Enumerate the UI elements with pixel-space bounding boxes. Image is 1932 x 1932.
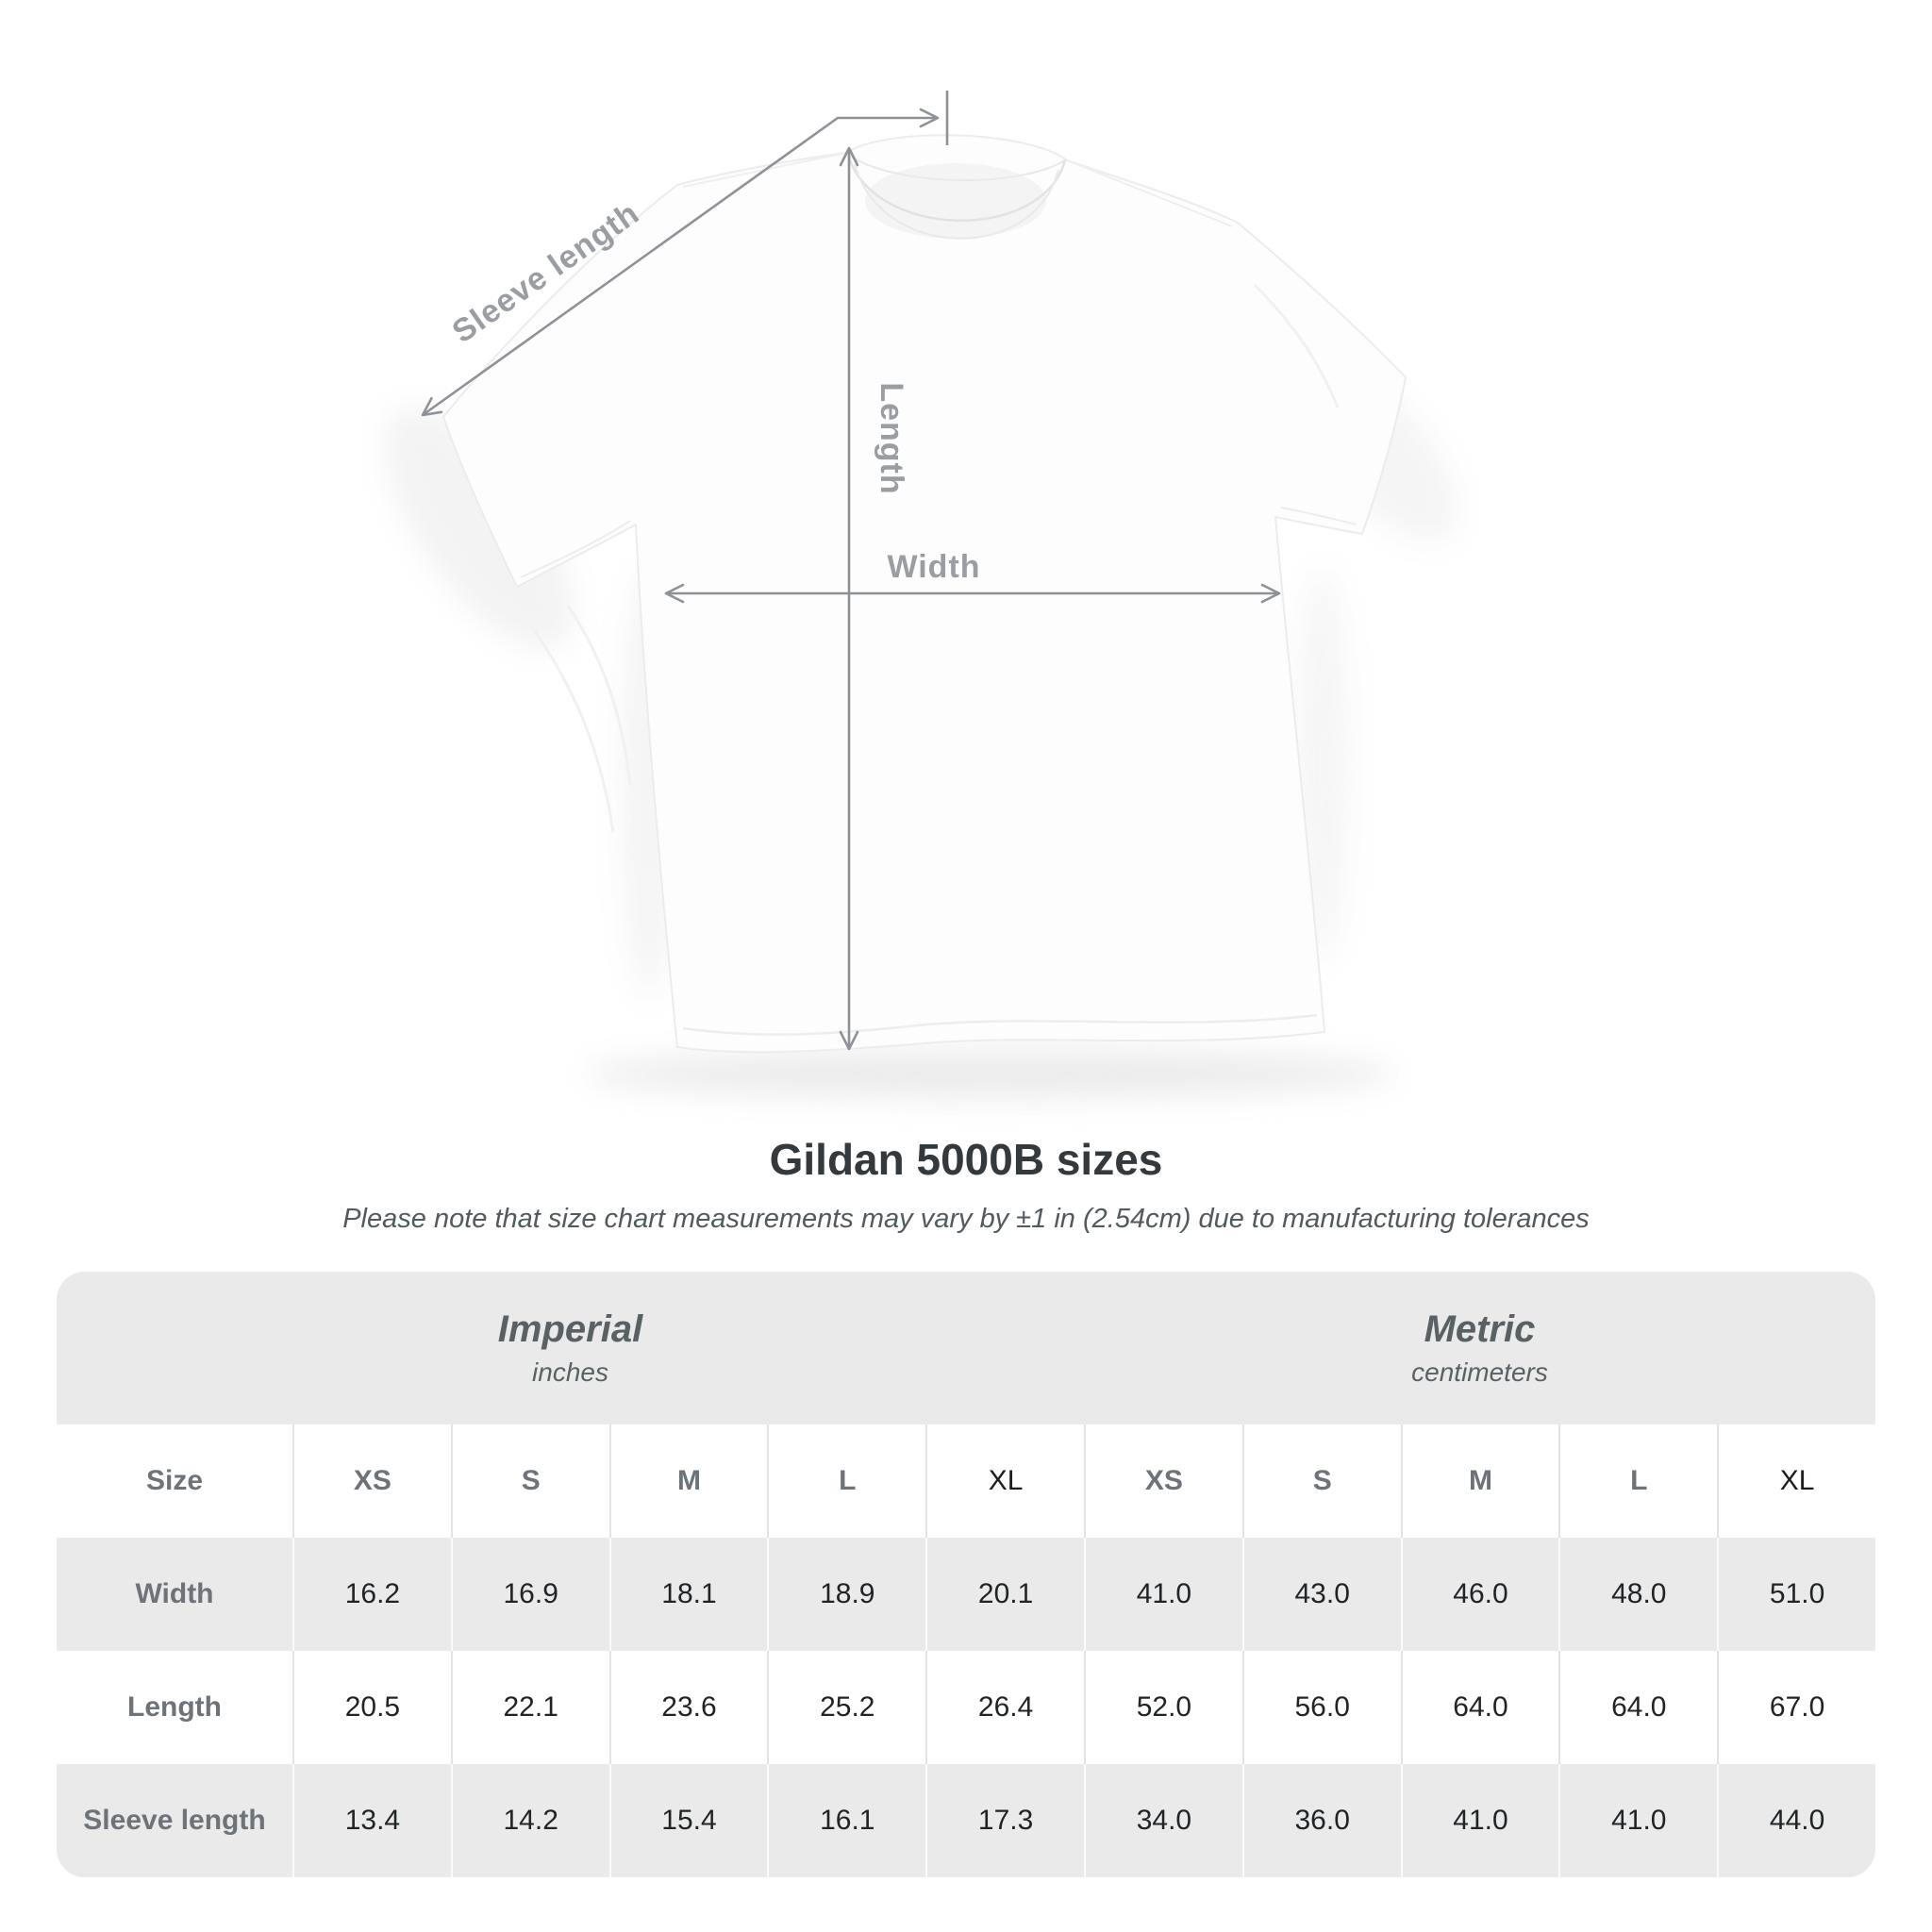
sleeve-metric-s: 36.0 bbox=[1241, 1764, 1401, 1877]
length-metric-m: 64.0 bbox=[1400, 1651, 1559, 1764]
width-row: Width 16.2 16.9 18.1 18.9 20.1 41.0 43.0… bbox=[57, 1538, 1875, 1651]
width-row-label: Width bbox=[135, 1578, 214, 1609]
sleeve-length-row-label: Sleeve length bbox=[83, 1805, 266, 1836]
length-imperial-xl: 26.4 bbox=[925, 1651, 1084, 1764]
width-metric-l: 48.0 bbox=[1558, 1538, 1717, 1651]
width-imperial-m: 18.1 bbox=[608, 1538, 768, 1651]
sleeve-metric-m: 41.0 bbox=[1400, 1764, 1559, 1877]
measurement-annotations bbox=[421, 91, 1281, 1051]
width-imperial-s: 16.9 bbox=[450, 1538, 609, 1651]
length-imperial-s: 22.1 bbox=[450, 1651, 609, 1764]
imperial-section-title: Imperial bbox=[497, 1308, 643, 1350]
tolerance-note: Please note that size chart measurements… bbox=[342, 1204, 1590, 1234]
length-imperial-xs: 20.5 bbox=[292, 1651, 451, 1764]
sleeve-imperial-xs: 13.4 bbox=[292, 1764, 451, 1877]
width-metric-m: 46.0 bbox=[1400, 1538, 1559, 1651]
header-imperial-xs: XS bbox=[292, 1424, 451, 1538]
metric-section-title: Metric bbox=[1424, 1308, 1536, 1350]
length-metric-l: 64.0 bbox=[1558, 1651, 1717, 1764]
length-row-label: Length bbox=[127, 1691, 222, 1723]
width-imperial-l: 18.9 bbox=[767, 1538, 925, 1651]
header-metric-xs: XS bbox=[1084, 1424, 1242, 1538]
unit-section-band: Imperial inches Metric centimeters bbox=[57, 1272, 1875, 1424]
header-metric-l: L bbox=[1558, 1424, 1717, 1538]
imperial-section-header: Imperial inches bbox=[57, 1272, 1084, 1424]
metric-section-unit: centimeters bbox=[1411, 1357, 1548, 1387]
sleeve-imperial-xl: 17.3 bbox=[925, 1764, 1084, 1877]
size-header-row: Size XS S M L XL XS S M L XL bbox=[57, 1424, 1875, 1538]
header-metric-s: S bbox=[1241, 1424, 1401, 1538]
length-metric-xl: 67.0 bbox=[1717, 1651, 1875, 1764]
metric-section-header: Metric centimeters bbox=[1084, 1272, 1875, 1424]
header-imperial-s: S bbox=[450, 1424, 609, 1538]
imperial-section-unit: inches bbox=[532, 1357, 608, 1387]
width-metric-s: 43.0 bbox=[1241, 1538, 1401, 1651]
sleeve-imperial-l: 16.1 bbox=[767, 1764, 925, 1877]
sleeve-length-row: Sleeve length 13.4 14.2 15.4 16.1 17.3 3… bbox=[57, 1764, 1875, 1877]
size-column-header: Size bbox=[145, 1465, 204, 1496]
header-metric-m: M bbox=[1400, 1424, 1559, 1538]
width-metric-xs: 41.0 bbox=[1084, 1538, 1242, 1651]
header-imperial-xl: XL bbox=[925, 1424, 1084, 1538]
sleeve-metric-xs: 34.0 bbox=[1084, 1764, 1242, 1877]
header-metric-xl: XL bbox=[1717, 1424, 1875, 1538]
width-imperial-xs: 16.2 bbox=[292, 1538, 451, 1651]
header-imperial-l: L bbox=[767, 1424, 925, 1538]
sleeve-imperial-s: 14.2 bbox=[450, 1764, 609, 1877]
sleeve-imperial-m: 15.4 bbox=[608, 1764, 768, 1877]
length-metric-xs: 52.0 bbox=[1084, 1651, 1242, 1764]
sleeve-metric-l: 41.0 bbox=[1558, 1764, 1717, 1877]
sleeve-length-arrow bbox=[421, 108, 940, 417]
size-table: Imperial inches Metric centimeters Size … bbox=[57, 1272, 1875, 1877]
length-label: Length bbox=[874, 382, 909, 494]
tshirt-measurement-diagram: Sleeve length Length Width bbox=[385, 91, 1458, 1098]
length-imperial-m: 23.6 bbox=[608, 1651, 768, 1764]
width-imperial-xl: 20.1 bbox=[925, 1538, 1084, 1651]
page-title: Gildan 5000B sizes bbox=[769, 1135, 1163, 1184]
length-imperial-l: 25.2 bbox=[767, 1651, 925, 1764]
width-metric-xl: 51.0 bbox=[1717, 1538, 1875, 1651]
sleeve-metric-xl: 44.0 bbox=[1717, 1764, 1875, 1877]
length-metric-s: 56.0 bbox=[1241, 1651, 1401, 1764]
length-row: Length 20.5 22.1 23.6 25.2 26.4 52.0 56.… bbox=[57, 1651, 1875, 1764]
width-label: Width bbox=[887, 549, 980, 585]
header-imperial-m: M bbox=[608, 1424, 768, 1538]
